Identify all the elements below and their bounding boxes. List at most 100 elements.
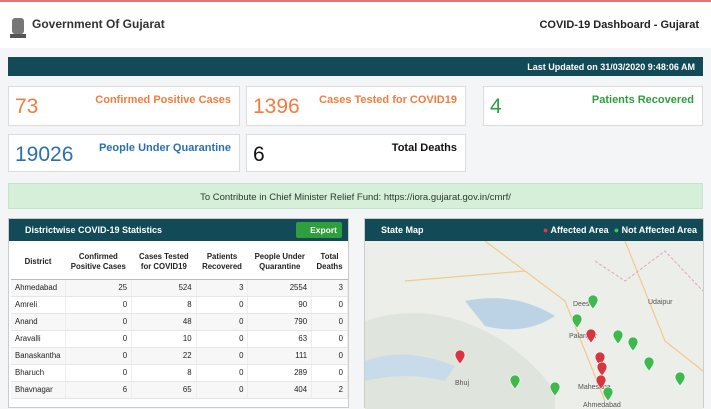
district-panel: Districtwise COVID-19 Statistics Export …	[8, 218, 349, 408]
legend-label: Affected Area	[550, 225, 609, 235]
table-cell: 0	[65, 347, 133, 365]
table-cell: 3	[196, 279, 249, 297]
table-cell: 0	[311, 296, 348, 314]
place-label: Ahmedabad	[583, 402, 621, 409]
table-cell: 0	[311, 347, 348, 365]
map-marker	[596, 361, 608, 377]
table-row: Bhavnagar 6 65 0 404 2	[11, 381, 348, 399]
map-marker	[602, 386, 614, 402]
map-marker	[643, 356, 655, 372]
table-cell: 0	[65, 296, 133, 314]
table-cell: 0	[311, 313, 348, 331]
table-row: Anand 0 48 0 790 0	[11, 313, 348, 331]
table-cell: 3	[311, 279, 348, 297]
export-button[interactable]: Export	[296, 222, 342, 238]
table-cell: 25	[65, 279, 133, 297]
place-label: Deesa	[573, 301, 593, 308]
table-cell: Bharuch	[11, 364, 66, 382]
map: Udaipur Deesa Palanpur Mahesana Ahmedaba…	[365, 241, 703, 409]
table-cell: 790	[247, 313, 313, 331]
panel-title: Districtwise COVID-19 Statistics	[25, 225, 163, 235]
table-cell: 65	[131, 381, 197, 399]
column-header: Confirmed Positive Cases	[65, 246, 132, 280]
table-cell: 0	[196, 330, 249, 348]
stat-value: 6	[253, 143, 265, 166]
table-row: Banaskantha 0 22 0 111 0	[11, 347, 348, 365]
last-updated: Last Updated on 31/03/2020 9:48:06 AM	[8, 57, 703, 76]
map-marker	[585, 328, 597, 344]
table-row: Ahmedabad 25 524 3 2554 3	[11, 279, 348, 297]
table-cell: 0	[196, 296, 249, 314]
table-cell: 6	[65, 381, 133, 399]
map-marker	[549, 381, 561, 397]
table-cell: 0	[311, 330, 348, 348]
map-marker	[674, 371, 686, 387]
table-cell: 0	[65, 364, 133, 382]
table-cell: 8	[131, 364, 197, 382]
column-header: District	[11, 246, 66, 280]
table-cell: 404	[247, 381, 313, 399]
stat-card: 6 Total Deaths	[246, 134, 466, 172]
table-cell: 2	[311, 381, 348, 399]
column-header: Cases Tested for COVID19	[131, 246, 197, 280]
map-marker	[627, 336, 639, 352]
stat-label: Total Deaths	[391, 142, 457, 154]
map-marker	[509, 374, 521, 390]
table-cell: 0	[196, 381, 249, 399]
table-cell: 0	[196, 347, 249, 365]
stat-value: 19026	[15, 143, 74, 166]
table-cell: Anand	[11, 313, 66, 331]
table-cell: 8	[131, 296, 197, 314]
legend-icon: ●	[542, 225, 549, 235]
stat-card: 19026 People Under Quarantine	[8, 134, 240, 172]
map-marker	[587, 294, 599, 310]
table-cell: 48	[131, 313, 197, 331]
table-row: Bharuch 0 8 0 289 0	[11, 364, 348, 382]
table-row: Amreli 0 8 0 90 0	[11, 296, 348, 314]
header: Government Of Gujarat COVID-19 Dashboard…	[0, 0, 711, 48]
stat-label: Cases Tested for COVID19	[319, 94, 457, 106]
map-marker	[454, 349, 466, 365]
table-cell: 0	[65, 313, 133, 331]
table-cell: 289	[247, 364, 313, 382]
table-cell: 63	[247, 330, 313, 348]
map-marker	[612, 329, 624, 345]
dashboard-title: COVID-19 Dashboard - Gujarat	[539, 19, 699, 31]
table-cell: Bhavnagar	[11, 381, 66, 399]
table-cell: 111	[247, 347, 313, 365]
stat-label: Confirmed Positive Cases	[95, 94, 231, 106]
table-row: Aravalli 0 10 0 63 0	[11, 330, 348, 348]
panel-header: State Map ● Affected Area ● Not Affected…	[365, 219, 703, 241]
stat-card: 73 Confirmed Positive Cases	[8, 86, 240, 126]
table-cell: 524	[131, 279, 197, 297]
place-label: Bhuj	[455, 380, 469, 387]
stat-label: Patients Recovered	[591, 94, 694, 106]
place-label: Mahesana	[578, 384, 611, 391]
district-table: District Confirmed Positive Cases Cases Te…	[11, 246, 348, 399]
stat-card: 1396 Cases Tested for COVID19	[246, 86, 466, 126]
place-label: Udaipur	[648, 299, 673, 306]
table-cell: 2554	[247, 279, 313, 297]
table-cell: Ahmedabad	[11, 279, 66, 297]
column-header: People Under Quarantine	[247, 246, 312, 280]
map-marker	[595, 374, 607, 390]
table-cell: 22	[131, 347, 197, 365]
stat-value: 73	[15, 95, 39, 118]
table-cell: 90	[247, 296, 313, 314]
emblem	[10, 18, 26, 38]
column-header: Total Deaths	[311, 246, 348, 280]
stat-value: 1396	[253, 95, 300, 118]
legend: ● Affected Area ● Not Affected Area	[543, 225, 697, 235]
table-cell: Aravalli	[11, 330, 66, 348]
map-marker	[571, 313, 583, 329]
relief-fund: To Contribute in Chief Minister Relief F…	[8, 183, 703, 209]
legend-icon: ●	[613, 225, 620, 235]
table-cell: 0	[65, 330, 133, 348]
panel-title: State Map	[381, 225, 424, 235]
stat-value: 4	[490, 95, 502, 118]
table-cell: 0	[196, 364, 249, 382]
table-cell: 0	[311, 364, 348, 382]
table-cell: Banaskantha	[11, 347, 66, 365]
table-cell: 10	[131, 330, 197, 348]
